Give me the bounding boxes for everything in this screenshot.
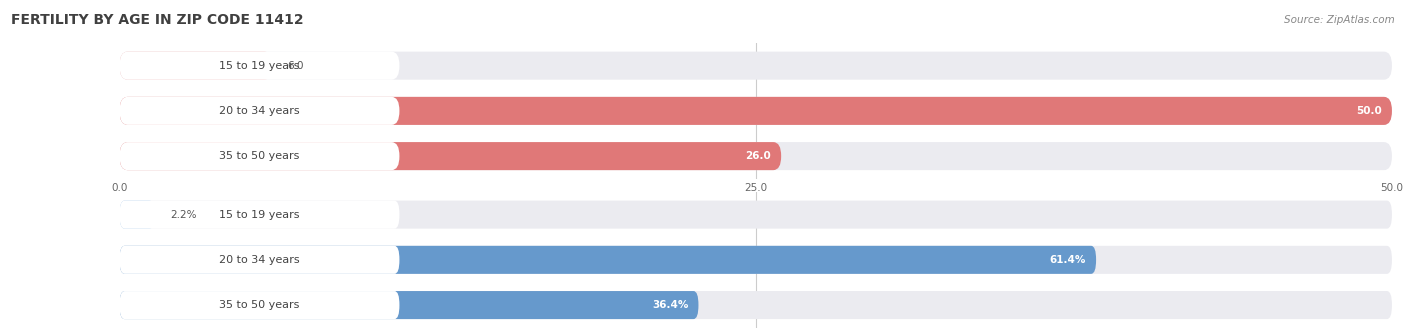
FancyBboxPatch shape: [120, 291, 399, 319]
Text: 35 to 50 years: 35 to 50 years: [219, 300, 299, 310]
Text: FERTILITY BY AGE IN ZIP CODE 11412: FERTILITY BY AGE IN ZIP CODE 11412: [11, 13, 304, 27]
FancyBboxPatch shape: [120, 97, 399, 125]
FancyBboxPatch shape: [120, 246, 1097, 274]
Text: 35 to 50 years: 35 to 50 years: [219, 151, 299, 161]
Text: 36.4%: 36.4%: [652, 300, 689, 310]
FancyBboxPatch shape: [120, 201, 155, 229]
Text: 15 to 19 years: 15 to 19 years: [219, 61, 299, 71]
Text: 6.0: 6.0: [287, 61, 304, 71]
FancyBboxPatch shape: [120, 142, 782, 170]
FancyBboxPatch shape: [120, 52, 399, 80]
FancyBboxPatch shape: [120, 142, 399, 170]
Text: 50.0: 50.0: [1355, 106, 1382, 116]
FancyBboxPatch shape: [120, 97, 1392, 125]
Text: 15 to 19 years: 15 to 19 years: [219, 210, 299, 219]
FancyBboxPatch shape: [120, 97, 1392, 125]
FancyBboxPatch shape: [120, 142, 1392, 170]
Text: 61.4%: 61.4%: [1049, 255, 1085, 265]
FancyBboxPatch shape: [120, 291, 1392, 319]
FancyBboxPatch shape: [120, 291, 699, 319]
Text: 20 to 34 years: 20 to 34 years: [219, 255, 299, 265]
FancyBboxPatch shape: [120, 52, 1392, 80]
FancyBboxPatch shape: [120, 201, 399, 229]
Text: 26.0: 26.0: [745, 151, 770, 161]
FancyBboxPatch shape: [120, 246, 1392, 274]
Text: 20 to 34 years: 20 to 34 years: [219, 106, 299, 116]
Text: 2.2%: 2.2%: [170, 210, 197, 219]
FancyBboxPatch shape: [120, 52, 273, 80]
FancyBboxPatch shape: [120, 201, 1392, 229]
FancyBboxPatch shape: [120, 246, 399, 274]
Text: Source: ZipAtlas.com: Source: ZipAtlas.com: [1284, 15, 1395, 25]
